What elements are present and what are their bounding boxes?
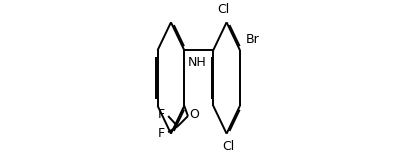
Text: O: O xyxy=(190,108,199,121)
Text: Cl: Cl xyxy=(217,3,230,17)
Text: F: F xyxy=(158,127,165,140)
Text: NH: NH xyxy=(188,56,207,69)
Text: Br: Br xyxy=(246,33,259,46)
Text: F: F xyxy=(158,108,165,121)
Text: Cl: Cl xyxy=(222,139,234,153)
